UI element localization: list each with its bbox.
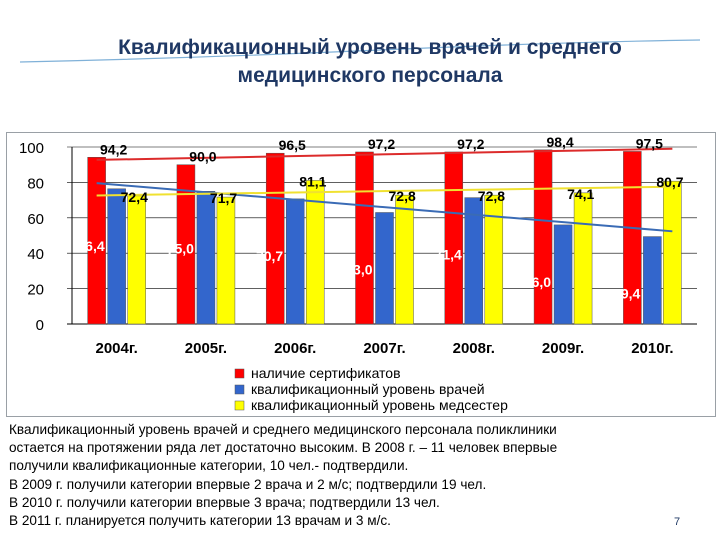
data-label: 96,5	[279, 137, 306, 153]
data-label: 74,1	[567, 186, 594, 202]
description-text: Квалификационный уровень врачей и средне…	[9, 421, 669, 530]
legend-label: квалификационный уровень медсестер	[251, 397, 508, 413]
data-label: 56,0	[524, 274, 551, 290]
bar	[553, 224, 573, 325]
y-tick-label: 0	[36, 317, 44, 334]
x-tick-label: 2009г.	[542, 340, 584, 357]
description-line: остается на протяжении ряда лет достаточ…	[9, 440, 558, 456]
bar	[216, 196, 236, 325]
bar	[285, 198, 305, 325]
bar-chart: 0 20 40 60 80 100 2004г. 2005г. 2006г. 2007г. 2008…	[19, 134, 697, 413]
legend-swatch	[234, 368, 245, 379]
legend-label: наличие сертификатов	[251, 365, 401, 381]
y-tick-label: 80	[27, 175, 44, 192]
bar	[663, 180, 682, 325]
chart-frame: 0 20 40 60 80 100 2004г. 2005г. 2006г. 2007г. 2008…	[6, 132, 716, 417]
data-label: 75,0	[167, 240, 194, 256]
data-label: 97,5	[636, 135, 663, 151]
data-label: 71,4	[435, 247, 462, 263]
bar	[623, 151, 642, 325]
bar	[265, 152, 285, 325]
x-tick-label: 2010г.	[631, 340, 673, 357]
description-line: В 2011 г. планируется получить категории…	[9, 513, 391, 529]
legend-swatch	[234, 400, 245, 411]
data-label: 81,1	[299, 173, 326, 189]
description-line: В 2009 г. получили категории впервые 2 в…	[9, 476, 487, 492]
bar	[305, 180, 325, 325]
data-label: 70,7	[256, 248, 283, 264]
x-tick-label: 2005г.	[185, 340, 227, 357]
bar	[573, 192, 593, 325]
legend-label: квалификационный уровень врачей	[251, 381, 485, 397]
y-tick-label: 40	[27, 246, 44, 263]
data-label: 76,4	[77, 238, 104, 254]
bar	[375, 212, 394, 325]
trend-line	[96, 147, 673, 161]
trend-line	[96, 185, 673, 197]
x-tick-label: 2008г.	[453, 340, 495, 357]
data-label: 97,2	[368, 136, 395, 152]
bar	[533, 149, 553, 325]
data-label: 49,4	[613, 286, 640, 302]
bar	[395, 194, 414, 325]
legend-swatch	[234, 384, 245, 395]
x-tick-label: 2004г.	[95, 340, 137, 357]
page-number: 7	[674, 516, 681, 528]
data-label: 80,7	[656, 174, 683, 190]
data-label: 72,4	[121, 189, 148, 205]
description-line: получили квалификационные категории, 10 …	[9, 458, 409, 474]
data-label: 97,2	[457, 136, 484, 152]
bar	[196, 191, 216, 325]
bar	[643, 236, 662, 325]
data-label: 90,0	[189, 149, 216, 165]
bar	[176, 164, 196, 325]
data-label: 94,2	[100, 141, 127, 157]
x-tick-label: 2007г.	[363, 340, 405, 357]
y-tick-label: 20	[27, 282, 44, 299]
y-tick-label: 60	[27, 211, 44, 228]
bar	[355, 151, 374, 325]
bar	[484, 194, 504, 325]
bar	[87, 157, 106, 325]
bar	[464, 197, 484, 325]
bar	[107, 188, 126, 325]
data-label: 72,8	[478, 188, 505, 204]
data-label: 63,0	[345, 261, 372, 277]
description-line: В 2010 г. получили категории впервые 3 в…	[9, 494, 440, 510]
y-tick-label: 100	[19, 140, 44, 157]
data-label: 72,8	[389, 188, 416, 204]
data-label: 71,7	[210, 190, 237, 206]
x-tick-label: 2006г.	[274, 340, 316, 357]
bar	[127, 195, 146, 325]
slide-title: Квалификационный уровень врачей и средне…	[118, 36, 622, 87]
bar	[444, 151, 464, 325]
data-label: 98,4	[546, 134, 573, 150]
description-line: Квалификационный уровень врачей и средне…	[9, 422, 557, 437]
trend-line	[96, 182, 673, 233]
